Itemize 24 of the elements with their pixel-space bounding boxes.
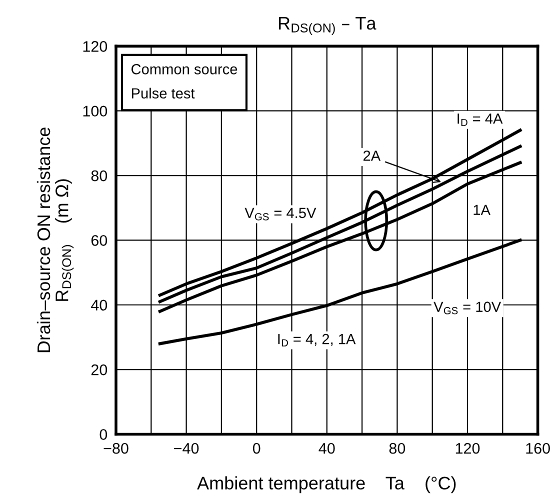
x-tick-label: −80: [104, 442, 128, 454]
text: Drain–source ON resistance R$_{DS(ON)}$ (m Ω): [36, 128, 74, 352]
x-tick-label: −40: [174, 442, 199, 454]
annotation: V$_{GS}$ = 10V: [434, 302, 502, 314]
x-tick-label: 80: [389, 442, 406, 454]
y-tick-label: 100: [83, 106, 108, 117]
annotation: I$_{D}$ = 4A: [458, 114, 503, 126]
x-tick-label: 120: [456, 442, 480, 454]
annotation: I$_{D}$ = 4, 2, 1A: [278, 334, 356, 346]
chart-title: R$_{DS(ON)}$ – Ta: [278, 17, 376, 35]
y-tick-label: 0: [100, 429, 108, 440]
y-tick-label: 40: [91, 300, 108, 311]
y-tick-label: 60: [91, 235, 108, 246]
y-tick-label: 80: [91, 170, 108, 182]
y-tick-label: 20: [91, 364, 108, 376]
x-axis-title: Ambient temperature Ta (°C): [197, 476, 456, 494]
annotation: 2A: [364, 150, 381, 161]
y-tick-label: 120: [83, 41, 108, 52]
x-tick-label: 0: [252, 442, 260, 454]
annotation: 1A: [474, 204, 490, 215]
x-tick-label: 160: [526, 442, 550, 454]
annotation: Common source Pulse test: [132, 64, 238, 99]
annotation: V$_{GS}$ = 4.5V: [244, 208, 316, 220]
x-tick-label: 40: [318, 442, 335, 454]
